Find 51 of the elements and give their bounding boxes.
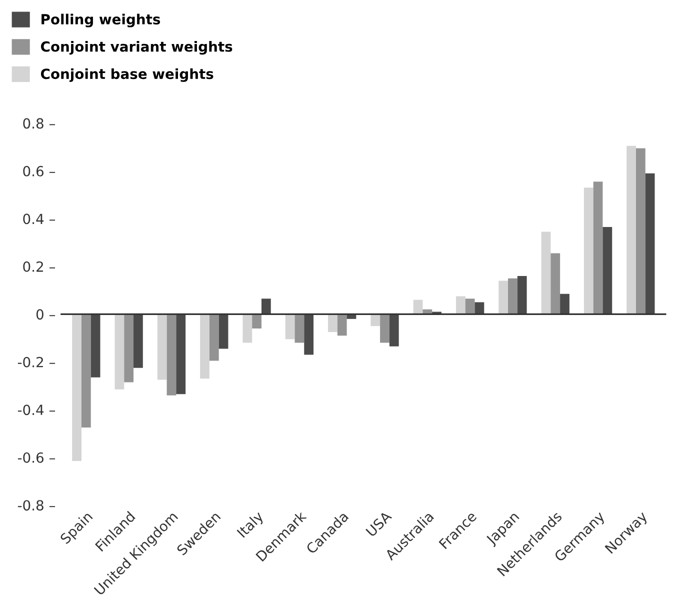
bar	[261, 298, 271, 314]
y-tick-label: 0.6 –	[23, 166, 56, 176]
bar	[593, 182, 603, 314]
bar	[636, 148, 646, 314]
bar	[242, 314, 252, 343]
bar	[389, 314, 399, 346]
bar	[294, 314, 304, 343]
bar	[413, 300, 423, 314]
y-tick-label: 0 –	[36, 309, 56, 320]
bar	[134, 314, 143, 368]
y-tick-label: -0.6 –	[18, 452, 56, 463]
y-tick-label: -0.8 –	[18, 500, 56, 511]
bar	[114, 314, 124, 390]
bar	[508, 278, 518, 314]
bar	[209, 314, 219, 361]
bar	[200, 314, 210, 379]
y-tick-label: 0.8 –	[23, 118, 56, 129]
bar	[90, 314, 100, 378]
legend-label: Conjoint base weights	[40, 68, 214, 82]
bar	[157, 314, 167, 380]
legend-label: Conjoint variant weights	[40, 41, 232, 55]
y-tick-label: -0.2 –	[18, 356, 56, 368]
bar	[176, 314, 186, 394]
bar	[550, 253, 560, 314]
bar	[166, 314, 176, 396]
bar	[370, 314, 380, 326]
bar	[517, 276, 527, 314]
bar	[337, 314, 347, 336]
y-tick-label: 0.2 –	[23, 261, 56, 272]
bar	[285, 314, 295, 340]
bar	[252, 314, 262, 328]
bar	[541, 232, 551, 314]
y-tick-label: -0.4 –	[18, 404, 56, 416]
bar	[328, 314, 338, 332]
bar	[498, 280, 508, 314]
bar	[645, 173, 655, 314]
bar	[380, 314, 390, 343]
bar	[81, 314, 91, 428]
bar	[474, 302, 484, 314]
bar	[124, 314, 134, 382]
y-tick-label: 0.4 –	[23, 214, 56, 224]
bar	[584, 188, 594, 314]
bar	[602, 227, 612, 314]
bar	[465, 298, 475, 314]
bar	[304, 314, 314, 355]
bar	[218, 314, 228, 349]
legend-label: Polling weights	[42, 14, 160, 28]
bar	[626, 146, 636, 314]
bar	[72, 314, 82, 461]
bar	[456, 296, 466, 314]
bar	[560, 294, 570, 314]
